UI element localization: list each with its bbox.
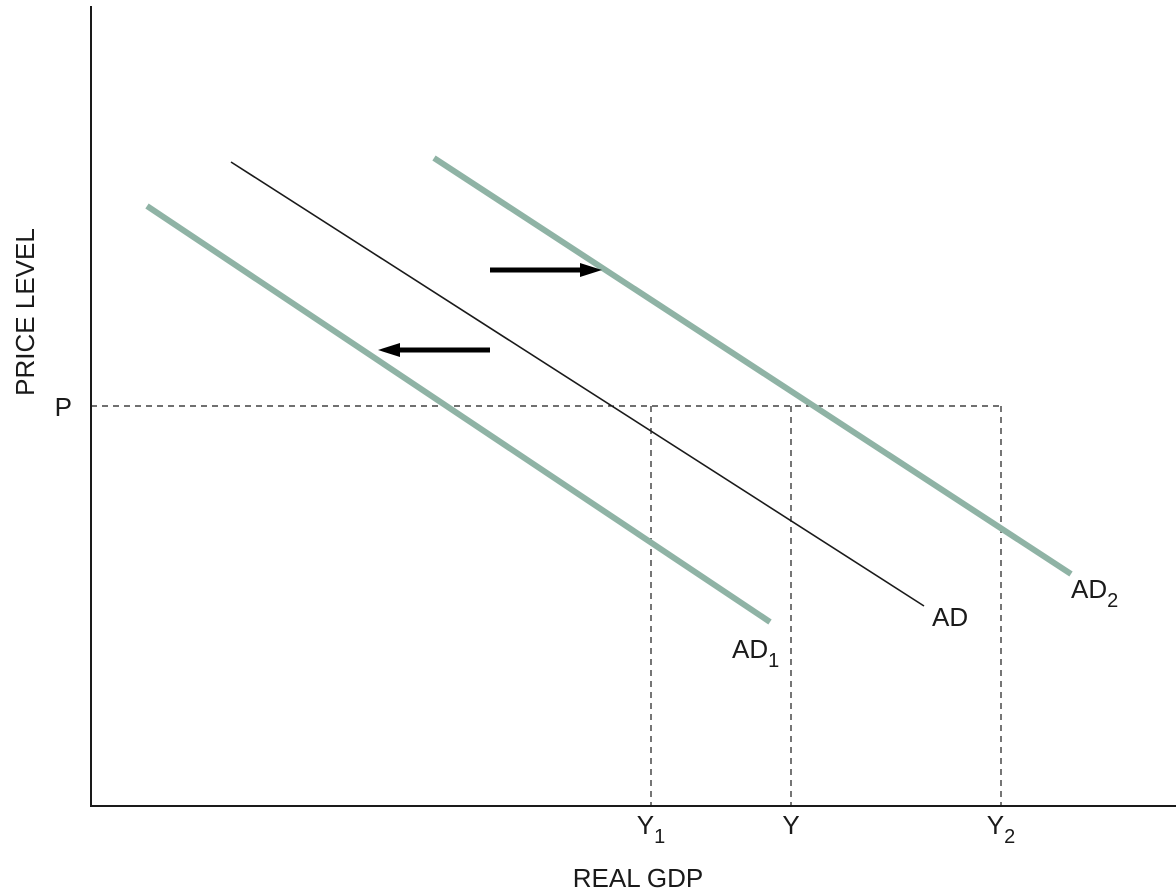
curve-ad bbox=[230, 161, 925, 607]
curve-label-ad: AD bbox=[932, 602, 968, 632]
curve-label-main: AD bbox=[932, 602, 968, 632]
x-tick-label-0: Y1 bbox=[637, 810, 665, 848]
x-tick-label-2-subscript: 2 bbox=[1004, 826, 1015, 848]
x-tick-label-0-subscript: 1 bbox=[654, 826, 665, 848]
x-tick-label-0-main: Y bbox=[637, 810, 654, 840]
axes bbox=[90, 6, 1176, 807]
x-tick-label-1-main: Y bbox=[782, 810, 799, 840]
y-tick-label-0-main: P bbox=[55, 392, 72, 422]
demand-curves bbox=[145, 155, 1073, 625]
x-tick-label-2-main: Y bbox=[987, 810, 1004, 840]
y-tick-label-0: P bbox=[55, 392, 72, 422]
shift-arrow-right-head bbox=[580, 263, 602, 277]
reference-lines bbox=[91, 405, 1002, 806]
shift-arrow-left-head bbox=[378, 343, 400, 357]
y-axis-label: PRICE LEVEL bbox=[10, 228, 40, 396]
curve-ad2 bbox=[432, 155, 1073, 577]
x-axis-label: REAL GDP bbox=[573, 863, 704, 893]
curve-ad1 bbox=[145, 203, 772, 625]
x-tick-label-2: Y2 bbox=[987, 810, 1015, 848]
x-tick-label-1: Y bbox=[782, 810, 799, 840]
curve-label-subscript: 2 bbox=[1107, 590, 1118, 612]
curve-label-subscript: 1 bbox=[768, 650, 779, 672]
curve-label-main: AD bbox=[1071, 574, 1107, 604]
shift-arrows bbox=[378, 263, 602, 357]
curve-label-ad1: AD1 bbox=[732, 634, 779, 672]
curve-label-ad2: AD2 bbox=[1071, 574, 1118, 612]
curve-label-main: AD bbox=[732, 634, 768, 664]
